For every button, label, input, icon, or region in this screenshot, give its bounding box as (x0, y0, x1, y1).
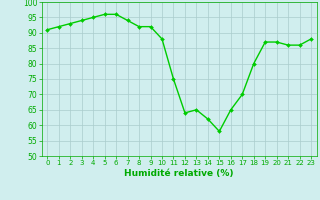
X-axis label: Humidité relative (%): Humidité relative (%) (124, 169, 234, 178)
